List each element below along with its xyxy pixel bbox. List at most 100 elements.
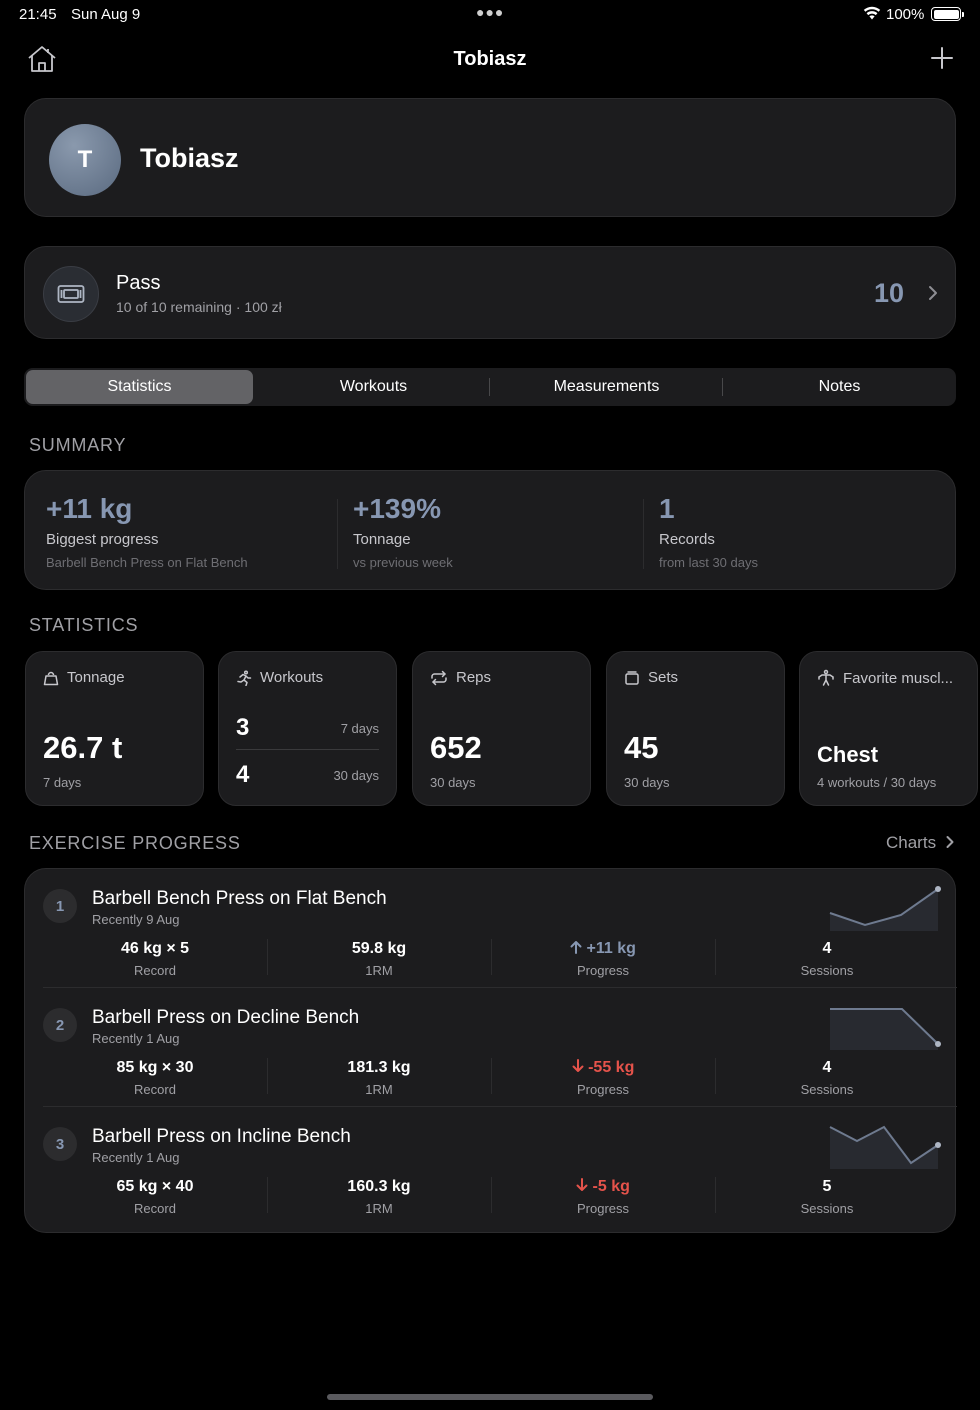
metric-sessions: 5 Sessions [715, 1178, 939, 1216]
workouts-row: 3 7 days [236, 708, 379, 748]
summary-divider [643, 499, 644, 569]
summary-item: +139% Tonnage vs previous week [353, 493, 453, 570]
summary-item: 1 Records from last 30 days [659, 493, 758, 570]
stat-card-favorite-muscle[interactable]: Favorite muscl... Chest 4 workouts / 30 … [799, 651, 978, 806]
pass-title: Pass [116, 272, 161, 294]
avatar: T [49, 124, 121, 196]
exercise-recent: Recently 1 Aug [92, 1031, 180, 1046]
workouts-row: 4 30 days [236, 755, 379, 795]
summary-heading: SUMMARY [29, 435, 127, 455]
home-icon[interactable] [26, 44, 58, 79]
exercise-progress-heading: EXERCISE PROGRESS [29, 833, 241, 853]
stat-card-sets[interactable]: Sets 45 30 days [606, 651, 785, 806]
weight-icon [43, 671, 59, 685]
pass-card[interactable]: Pass 10 of 10 remaining · 100 zł 10 [24, 246, 956, 339]
metric-progress: -5 kg Progress [491, 1178, 715, 1216]
stat-value: 652 [430, 730, 482, 765]
metric-label: Progress [576, 1082, 630, 1097]
metric-divider [491, 939, 492, 975]
metric-divider [491, 1058, 492, 1094]
metric-label: Progress [576, 963, 630, 978]
summary-item: +11 kg Biggest progress Barbell Bench Pr… [46, 493, 248, 570]
running-figure-icon [237, 669, 252, 686]
tab-measurements[interactable]: Measurements [553, 378, 660, 395]
summary-sub: from last 30 days [659, 555, 758, 570]
exercise-row[interactable]: 2 Barbell Press on Decline Bench Recentl… [25, 988, 957, 1107]
status-date: Sun Aug 9 [71, 6, 141, 23]
multitasking-dots-icon[interactable]: ●●● [476, 4, 505, 20]
tab-statistics[interactable]: Statistics [26, 370, 253, 404]
tab-notes[interactable]: Notes [818, 378, 861, 395]
stack-icon [625, 670, 639, 685]
metric-divider [715, 1177, 716, 1213]
exercise-name: Barbell Press on Incline Bench [92, 1126, 351, 1147]
stat-sub: 30 days [624, 775, 670, 790]
exercise-recent: Recently 1 Aug [92, 1150, 180, 1165]
metric-value: 59.8 kg [351, 940, 407, 957]
pass-subtitle: 10 of 10 remaining · 100 zł [116, 299, 282, 315]
metric-value: 85 kg × 30 [116, 1059, 194, 1076]
exercise-index: 1 [43, 889, 77, 923]
exercise-row[interactable]: 1 Barbell Bench Press on Flat Bench Rece… [25, 869, 957, 988]
statistics-heading: STATISTICS [29, 615, 139, 635]
sparkline-chart [830, 1008, 941, 1050]
metric-value: -5 kg [491, 1178, 715, 1196]
metric-value: 160.3 kg [347, 1178, 411, 1195]
metric-label: Sessions [800, 963, 854, 978]
sparkline-chart [829, 886, 941, 931]
metric-divider [267, 939, 268, 975]
stat-value: 26.7 t [43, 730, 123, 765]
exercise-row[interactable]: 3 Barbell Press on Incline Bench Recentl… [25, 1107, 957, 1226]
summary-divider [337, 499, 338, 569]
metric-sessions: 4 Sessions [715, 940, 939, 978]
summary-value: +11 kg [46, 493, 133, 524]
stat-card-tonnage[interactable]: Tonnage 26.7 t 7 days [25, 651, 204, 806]
battery-icon [931, 7, 964, 21]
stat-card-reps[interactable]: Reps 652 30 days [412, 651, 591, 806]
stat-header: Favorite muscl... [817, 669, 953, 687]
exercise-recent: Recently 9 Aug [92, 912, 180, 927]
stat-sub: 4 workouts / 30 days [817, 775, 937, 790]
stat-value: 45 [624, 730, 659, 765]
summary-value: 1 [659, 493, 675, 524]
summary-label: Tonnage [353, 531, 411, 548]
metric-record: 46 kg × 5 Record [43, 940, 267, 978]
metric-label: Sessions [800, 1201, 854, 1216]
home-indicator[interactable] [327, 1394, 653, 1400]
metric-label: Record [134, 963, 176, 978]
repeat-icon [431, 670, 447, 685]
metric-value: 181.3 kg [347, 1059, 411, 1076]
muscle-figure-icon [818, 669, 834, 686]
metric-value: -55 kg [491, 1059, 715, 1077]
metric-progress: +11 kg Progress [491, 940, 715, 978]
add-icon[interactable] [928, 44, 956, 77]
status-time: 21:45 [19, 6, 57, 23]
metric-progress: -55 kg Progress [491, 1059, 715, 1097]
wifi-icon [863, 6, 881, 24]
ticket-icon [43, 266, 99, 322]
stat-card-workouts[interactable]: Workouts 3 7 days 4 30 days [218, 651, 397, 806]
stat-label: Favorite muscl... [843, 669, 954, 687]
row-divider [43, 987, 957, 988]
stat-label: Reps [456, 669, 492, 686]
metric-record: 65 kg × 40 Record [43, 1178, 267, 1216]
summary-sub: vs previous week [353, 555, 453, 570]
exercise-name: Barbell Press on Decline Bench [92, 1007, 360, 1028]
tab-workouts[interactable]: Workouts [339, 378, 408, 395]
workouts-period: 7 days [340, 720, 379, 736]
progress-value: +11 kg [586, 940, 636, 957]
charts-link[interactable]: Charts [886, 833, 955, 853]
metric-label: 1RM [365, 1201, 393, 1216]
summary-label: Biggest progress [46, 531, 159, 548]
metric-label: Progress [576, 1201, 630, 1216]
exercise-index: 2 [43, 1008, 77, 1042]
summary-card: +11 kg Biggest progress Barbell Bench Pr… [24, 470, 956, 590]
navigation-bar: Tobiasz [0, 38, 980, 82]
metric-value: 5 [822, 1178, 832, 1195]
stat-label: Tonnage [67, 669, 125, 686]
stat-value: Chest [817, 742, 879, 767]
metric-divider [267, 1177, 268, 1213]
page-title: Tobiasz [453, 48, 527, 70]
stat-sub: 7 days [43, 775, 82, 790]
summary-value: +139% [353, 493, 441, 524]
